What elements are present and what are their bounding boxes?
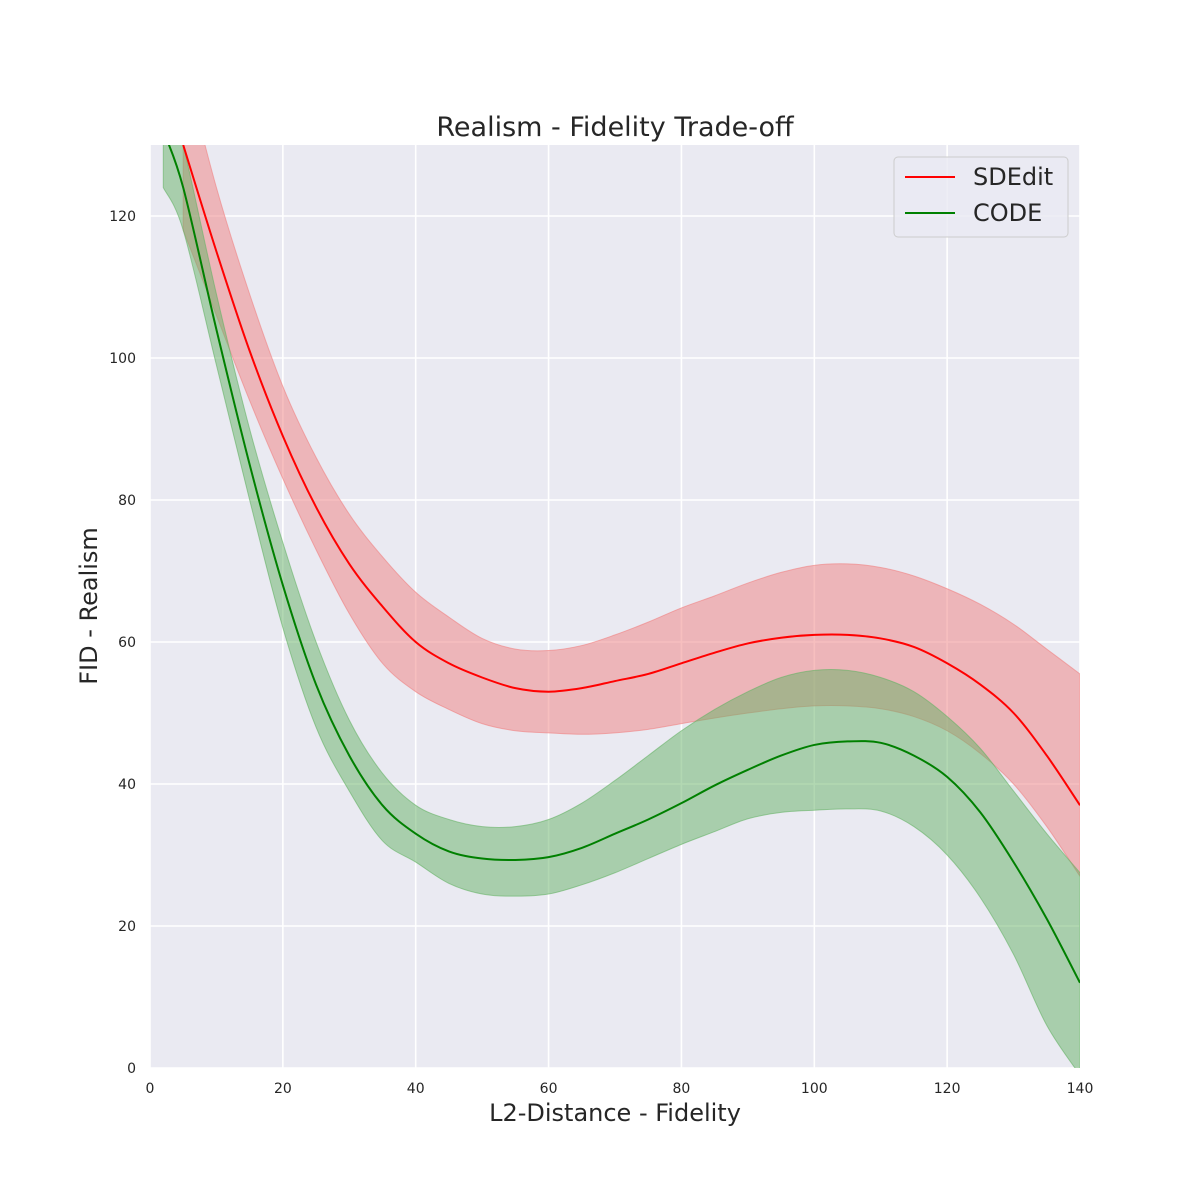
- y-tick-label: 100: [109, 351, 136, 367]
- y-tick-label: 20: [118, 919, 136, 935]
- band-code: [162, 145, 1080, 1068]
- y-tick-labels: 0 20 40 60 80 100 120: [109, 209, 136, 1077]
- line-sdedit: [182, 145, 1080, 806]
- x-tick-label: 100: [801, 1081, 828, 1097]
- series-lines: [167, 145, 1080, 984]
- y-axis-label: FID - Realism: [75, 527, 103, 685]
- x-tick-label: 120: [934, 1081, 961, 1097]
- confidence-bands: [162, 145, 1080, 1068]
- y-tick-label: 0: [127, 1061, 136, 1077]
- legend-label-sdedit: SDEdit: [973, 163, 1053, 191]
- x-tick-label: 40: [407, 1081, 425, 1097]
- y-tick-label: 120: [109, 209, 136, 225]
- y-tick-label: 80: [118, 493, 136, 509]
- x-tick-labels: 0 20 40 60 80 100 120 140: [146, 1081, 1094, 1097]
- line-code: [167, 145, 1080, 984]
- chart-title: Realism - Fidelity Trade-off: [436, 112, 795, 143]
- x-axis-label: L2-Distance - Fidelity: [489, 1099, 741, 1127]
- legend-label-code: CODE: [973, 199, 1042, 227]
- x-tick-label: 80: [673, 1081, 691, 1097]
- legend: SDEdit CODE: [893, 156, 1069, 238]
- x-tick-label: 20: [274, 1081, 292, 1097]
- y-tick-label: 60: [118, 635, 136, 651]
- y-tick-label: 40: [118, 777, 136, 793]
- x-tick-label: 140: [1067, 1081, 1094, 1097]
- x-tick-label: 60: [540, 1081, 558, 1097]
- x-tick-label: 0: [146, 1081, 155, 1097]
